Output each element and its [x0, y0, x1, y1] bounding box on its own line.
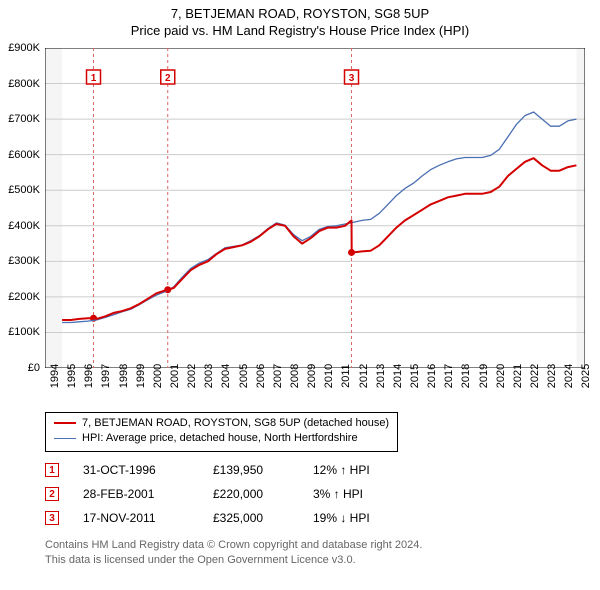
chart-area: 123 £0£100K£200K£300K£400K£500K£600K£700… [45, 48, 585, 368]
ytick-label: £800K [0, 78, 40, 90]
ytick-label: £600K [0, 149, 40, 161]
xtick-label: 2020 [495, 364, 507, 388]
footer: Contains HM Land Registry data © Crown c… [45, 538, 588, 568]
sale-price: £139,950 [213, 463, 313, 477]
xtick-label: 2012 [358, 364, 370, 388]
xtick-label: 2005 [238, 364, 250, 388]
xtick-label: 1995 [66, 364, 78, 388]
xtick-label: 1999 [135, 364, 147, 388]
xtick-label: 2011 [340, 364, 352, 388]
chart-container: 7, BETJEMAN ROAD, ROYSTON, SG8 5UP Price… [0, 0, 600, 590]
legend-swatch-red [54, 422, 76, 424]
xtick-label: 2022 [529, 364, 541, 388]
ytick-label: £500K [0, 184, 40, 196]
ytick-label: £700K [0, 113, 40, 125]
svg-text:2: 2 [165, 73, 171, 84]
xtick-label: 2007 [272, 364, 284, 388]
sale-marker: 3 [45, 511, 59, 525]
xtick-label: 1997 [100, 364, 112, 388]
xtick-label: 2019 [478, 364, 490, 388]
sale-date: 28-FEB-2001 [83, 487, 213, 501]
xtick-label: 2000 [152, 364, 164, 388]
sale-date: 17-NOV-2011 [83, 511, 213, 525]
legend-label-hpi: HPI: Average price, detached house, Nort… [82, 431, 358, 446]
xtick-label: 2023 [546, 364, 558, 388]
sale-date: 31-OCT-1996 [83, 463, 213, 477]
xtick-label: 2013 [375, 364, 387, 388]
legend-box: 7, BETJEMAN ROAD, ROYSTON, SG8 5UP (deta… [45, 412, 398, 452]
sale-hpi: 3% ↑ HPI [313, 487, 433, 501]
ytick-label: £400K [0, 220, 40, 232]
xtick-label: 2009 [306, 364, 318, 388]
ytick-label: £900K [0, 42, 40, 54]
xtick-label: 2025 [580, 364, 592, 388]
xtick-label: 2024 [563, 364, 575, 388]
xtick-label: 2004 [220, 364, 232, 388]
xtick-label: 2002 [186, 364, 198, 388]
xtick-label: 2018 [460, 364, 472, 388]
xtick-label: 2008 [289, 364, 301, 388]
legend-row-property: 7, BETJEMAN ROAD, ROYSTON, SG8 5UP (deta… [54, 416, 389, 431]
footer-line2: This data is licensed under the Open Gov… [45, 553, 588, 568]
sale-hpi: 12% ↑ HPI [313, 463, 433, 477]
svg-text:1: 1 [91, 73, 97, 84]
svg-text:3: 3 [349, 73, 355, 84]
ytick-label: £100K [0, 326, 40, 338]
footer-line1: Contains HM Land Registry data © Crown c… [45, 538, 588, 553]
xtick-label: 2006 [255, 364, 267, 388]
legend-label-property: 7, BETJEMAN ROAD, ROYSTON, SG8 5UP (deta… [82, 416, 389, 431]
sale-price: £220,000 [213, 487, 313, 501]
title-subtitle: Price paid vs. HM Land Registry's House … [0, 23, 600, 40]
title-block: 7, BETJEMAN ROAD, ROYSTON, SG8 5UP Price… [0, 0, 600, 40]
ytick-label: £0 [0, 362, 40, 374]
title-address: 7, BETJEMAN ROAD, ROYSTON, SG8 5UP [0, 6, 600, 23]
xtick-label: 2016 [426, 364, 438, 388]
legend-row-hpi: HPI: Average price, detached house, Nort… [54, 431, 389, 446]
xtick-label: 2010 [323, 364, 335, 388]
xtick-label: 2001 [169, 364, 181, 388]
sale-price: £325,000 [213, 511, 313, 525]
sale-marker: 2 [45, 487, 59, 501]
xtick-label: 2021 [512, 364, 524, 388]
xtick-label: 2003 [203, 364, 215, 388]
xtick-label: 2015 [409, 364, 421, 388]
ytick-label: £200K [0, 291, 40, 303]
sales-table: 1 31-OCT-1996£139,95012% ↑ HPI 2 28-FEB-200… [45, 458, 433, 530]
sale-hpi: 19% ↓ HPI [313, 511, 433, 525]
xtick-label: 1996 [83, 364, 95, 388]
legend-swatch-blue [54, 438, 76, 439]
xtick-label: 1994 [49, 364, 61, 388]
ytick-label: £300K [0, 255, 40, 267]
sale-marker: 1 [45, 463, 59, 477]
sale-row: 3 17-NOV-2011£325,00019% ↓ HPI [45, 506, 433, 530]
chart-svg: 1 2 3 [45, 48, 585, 368]
sale-row: 2 28-FEB-2001£220,0003% ↑ HPI [45, 482, 433, 506]
xtick-label: 2014 [392, 364, 404, 388]
xtick-label: 1998 [118, 364, 130, 388]
sale-row: 1 31-OCT-1996£139,95012% ↑ HPI [45, 458, 433, 482]
xtick-label: 2017 [443, 364, 455, 388]
